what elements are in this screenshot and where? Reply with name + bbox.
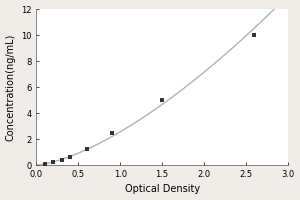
Point	[68, 156, 72, 159]
Point	[252, 33, 257, 37]
Point	[59, 158, 64, 161]
Point	[160, 98, 164, 102]
Point	[110, 131, 114, 134]
Y-axis label: Concentration(ng/mL): Concentration(ng/mL)	[6, 33, 16, 141]
Point	[51, 161, 56, 164]
Point	[43, 162, 47, 165]
X-axis label: Optical Density: Optical Density	[124, 184, 200, 194]
Point	[84, 148, 89, 151]
